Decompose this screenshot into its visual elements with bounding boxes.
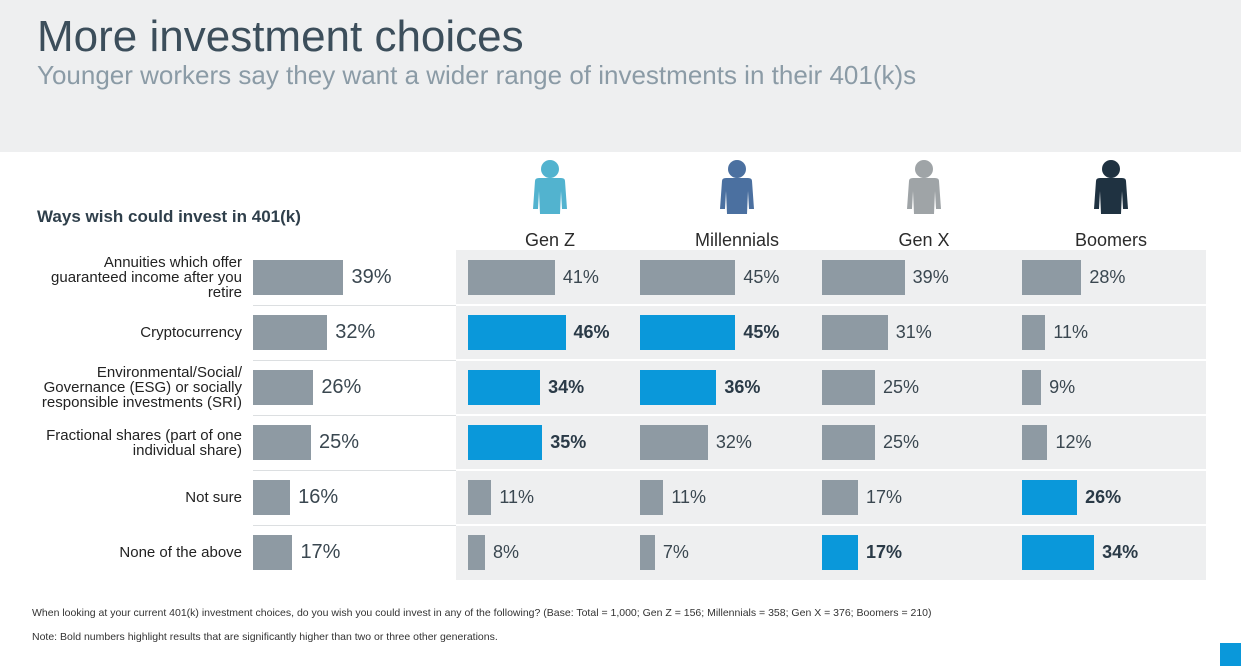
- value-label: 26%: [321, 375, 362, 398]
- bar: [1022, 480, 1078, 515]
- category-label: Cryptocurrency: [140, 324, 242, 341]
- row-divider: [456, 304, 1206, 306]
- value-label: 11%: [1053, 322, 1089, 343]
- bar: [822, 315, 888, 350]
- value-label: 25%: [883, 432, 920, 453]
- column-header: Boomers: [1074, 230, 1148, 250]
- value-label: 32%: [715, 432, 752, 453]
- category-label: None of the above: [119, 544, 242, 561]
- bar: [468, 425, 543, 460]
- bar: [822, 535, 859, 570]
- bar: [1022, 260, 1082, 295]
- value-label: 9%: [1049, 377, 1076, 398]
- bar: [468, 315, 566, 350]
- value-label: 7%: [662, 542, 689, 563]
- row-divider: [456, 414, 1206, 416]
- row-divider: [253, 470, 456, 471]
- bar: [822, 480, 859, 515]
- header: [0, 0, 1241, 152]
- person-icon: [1094, 160, 1128, 214]
- bar: [640, 260, 736, 295]
- value-label: 16%: [298, 485, 339, 508]
- bar: [253, 425, 311, 460]
- row-divider: [253, 360, 456, 361]
- bar: [1022, 535, 1095, 570]
- person-icon: [533, 160, 567, 214]
- value-label: 25%: [883, 377, 920, 398]
- value-label: 39%: [912, 267, 949, 288]
- bar: [822, 260, 905, 295]
- bar: [253, 315, 328, 350]
- value-label: 32%: [335, 320, 376, 343]
- value-label: 17%: [866, 542, 903, 563]
- bar: [468, 260, 555, 295]
- bar: [640, 370, 717, 405]
- bar: [468, 370, 541, 405]
- value-label: 8%: [492, 542, 519, 563]
- value-label: 11%: [499, 487, 535, 508]
- value-label: 17%: [866, 487, 903, 508]
- bar: [1022, 315, 1046, 350]
- value-label: 45%: [743, 322, 780, 343]
- value-label: 28%: [1089, 267, 1126, 288]
- page-marker: [1220, 643, 1241, 666]
- bar: [640, 315, 736, 350]
- row-divider: [253, 415, 456, 416]
- row-divider: [456, 524, 1206, 526]
- row-divider: [456, 469, 1206, 471]
- footnote: When looking at your current 401(k) inve…: [32, 607, 932, 619]
- bar: [253, 260, 344, 295]
- column-header: Gen Z: [524, 230, 576, 250]
- column-header: Gen X: [898, 230, 950, 250]
- row-divider: [253, 305, 456, 306]
- value-label: 12%: [1055, 432, 1092, 453]
- value-label: 31%: [895, 322, 932, 343]
- bar: [822, 370, 875, 405]
- title: More investment choices: [37, 12, 524, 61]
- bar: [640, 480, 664, 515]
- value-label: 36%: [724, 377, 761, 398]
- chart-title: Ways wish could invest in 401(k): [37, 207, 301, 226]
- bar: [253, 535, 293, 570]
- value-label: 26%: [1085, 487, 1122, 508]
- category-label: Environmental/Social/ Governance (ESG) o…: [41, 364, 242, 411]
- bar: [640, 535, 655, 570]
- category-label: Not sure: [185, 489, 242, 506]
- person-icon: [907, 160, 941, 214]
- value-label: 25%: [319, 430, 360, 453]
- value-label: 34%: [548, 377, 585, 398]
- column-header: Millennials: [694, 230, 780, 250]
- value-label: 17%: [300, 540, 341, 563]
- bar: [468, 480, 492, 515]
- bar: [640, 425, 708, 460]
- bar: [468, 535, 485, 570]
- person-icon: [720, 160, 754, 214]
- category-label: Fractional shares (part of one individua…: [46, 426, 242, 459]
- value-label: 39%: [351, 265, 392, 288]
- bar: [253, 480, 291, 515]
- value-label: 34%: [1102, 542, 1139, 563]
- value-label: 46%: [573, 322, 610, 343]
- value-label: 11%: [671, 487, 707, 508]
- bar: [1022, 425, 1048, 460]
- row-divider: [253, 525, 456, 526]
- value-label: 45%: [743, 267, 780, 288]
- category-label: Annuities which offer guaranteed income …: [51, 254, 242, 301]
- bar: [253, 370, 314, 405]
- footnote: Note: Bold numbers highlight results tha…: [32, 631, 498, 643]
- value-label: 41%: [562, 267, 599, 288]
- row-divider: [456, 359, 1206, 361]
- subtitle: Younger workers say they want a wider ra…: [37, 60, 917, 90]
- value-label: 35%: [550, 432, 587, 453]
- bar: [822, 425, 875, 460]
- bar: [1022, 370, 1042, 405]
